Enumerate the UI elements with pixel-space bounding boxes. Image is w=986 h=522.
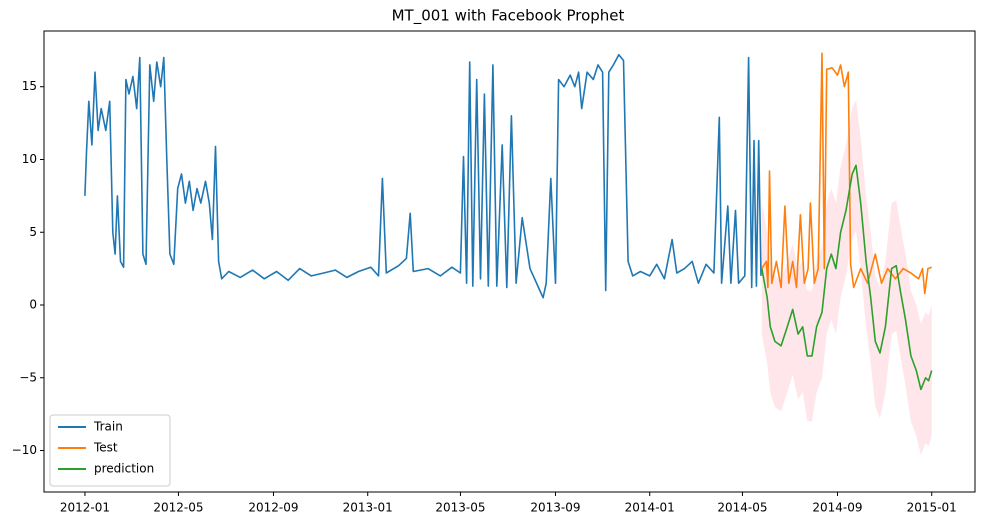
y-tick-label: 15 bbox=[22, 79, 37, 93]
legend: Train Test prediction bbox=[49, 414, 171, 487]
legend-label: Train bbox=[93, 420, 123, 434]
plot-area bbox=[84, 52, 933, 455]
x-tick-label: 2014-01 bbox=[625, 501, 675, 515]
series-line bbox=[761, 164, 933, 391]
chart-title: MT_001 with Facebook Prophet bbox=[392, 7, 625, 26]
y-tick-label: 10 bbox=[22, 152, 37, 166]
axes-frame bbox=[43, 30, 976, 493]
x-tick-label: 2013-09 bbox=[530, 501, 580, 515]
x-tick-label: 2012-01 bbox=[60, 501, 110, 515]
confidence-band bbox=[761, 99, 932, 455]
y-tick-label: −5 bbox=[19, 370, 37, 384]
legend-label: prediction bbox=[94, 462, 154, 476]
y-tick-label: 0 bbox=[29, 298, 37, 312]
y-tick-label: −10 bbox=[12, 443, 37, 457]
y-tick-label: 5 bbox=[29, 225, 37, 239]
x-tick-label: 2013-05 bbox=[435, 501, 485, 515]
series-line bbox=[84, 53, 762, 299]
x-tick-label: 2014-05 bbox=[717, 501, 767, 515]
legend-label: Test bbox=[93, 441, 118, 455]
x-tick-label: 2015-01 bbox=[907, 501, 957, 515]
series-line bbox=[761, 52, 932, 295]
x-tick-label: 2012-05 bbox=[153, 501, 203, 515]
x-tick-label: 2013-01 bbox=[343, 501, 393, 515]
x-tick-label: 2012-09 bbox=[248, 501, 298, 515]
x-tick-label: 2014-09 bbox=[812, 501, 862, 515]
